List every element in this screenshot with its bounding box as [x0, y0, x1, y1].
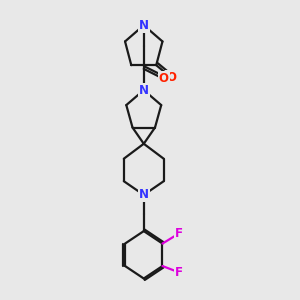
Text: F: F — [175, 227, 183, 240]
Text: N: N — [139, 19, 149, 32]
Text: N: N — [139, 188, 149, 201]
Text: O: O — [166, 71, 176, 84]
Text: N: N — [139, 84, 149, 97]
Text: O: O — [159, 72, 169, 86]
Text: F: F — [175, 266, 183, 279]
